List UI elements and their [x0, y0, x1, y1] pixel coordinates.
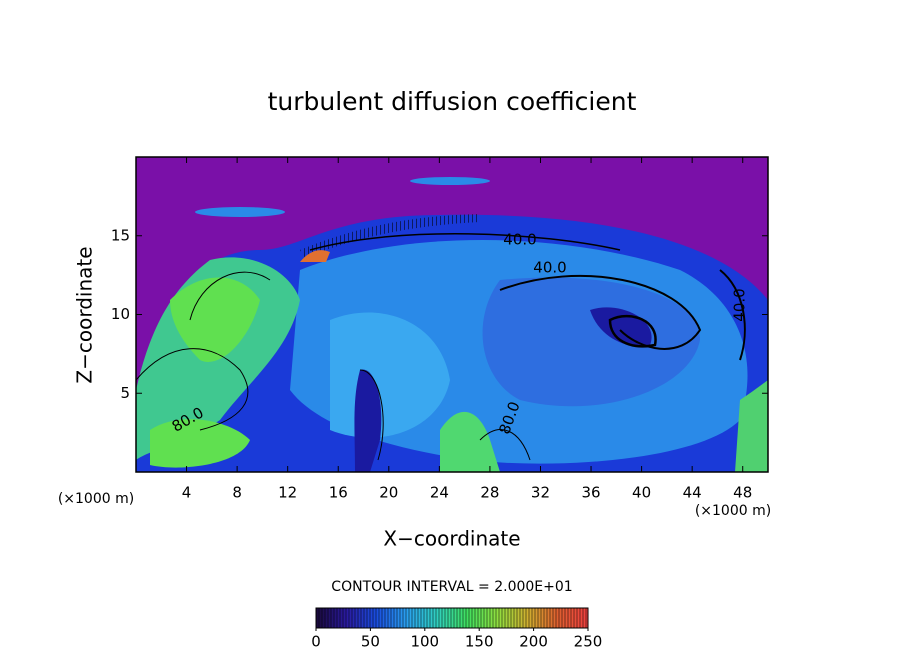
x-tick-label: 36 — [581, 484, 600, 502]
y-tick-label: 5 — [120, 384, 130, 402]
x-tick-label: 20 — [379, 484, 398, 502]
contour-label: 40.0 — [503, 231, 536, 249]
x-tick-label: 4 — [182, 484, 192, 502]
colorbar-tick-label: 100 — [410, 633, 439, 651]
x-tick-label: 12 — [278, 484, 297, 502]
colorbar-tick-label: 50 — [361, 633, 380, 651]
x-tick-label: 40 — [632, 484, 651, 502]
x-tick-label: 28 — [480, 484, 499, 502]
colorbar-tick-label: 150 — [465, 633, 494, 651]
x-unit-label: (×1000 m) — [58, 491, 134, 507]
field — [136, 157, 768, 472]
y-tick-label: 15 — [111, 226, 130, 244]
colorbar-tick-label: 250 — [574, 633, 603, 651]
x-tick-label: 32 — [531, 484, 550, 502]
contour-interval: CONTOUR INTERVAL = 2.000E+01 — [331, 579, 572, 595]
x-tick-label: 44 — [683, 484, 702, 502]
contour-label: 40.0 — [731, 288, 749, 321]
chart-title: turbulent diffusion coefficient — [268, 87, 637, 116]
y-tick-label: 10 — [111, 305, 130, 323]
x-tick-label: 24 — [430, 484, 449, 502]
colorbar-tick-label: 200 — [519, 633, 548, 651]
x-unit-label: (×1000 m) — [695, 503, 771, 519]
colorbar-tick-label: 0 — [311, 633, 321, 651]
x-tick-label: 16 — [329, 484, 348, 502]
contour-label: 40.0 — [533, 259, 566, 277]
y-axis-label: Z−coordinate — [73, 246, 97, 383]
x-axis-label: X−coordinate — [383, 527, 520, 551]
x-tick-label: 48 — [733, 484, 752, 502]
x-tick-label: 8 — [232, 484, 242, 502]
